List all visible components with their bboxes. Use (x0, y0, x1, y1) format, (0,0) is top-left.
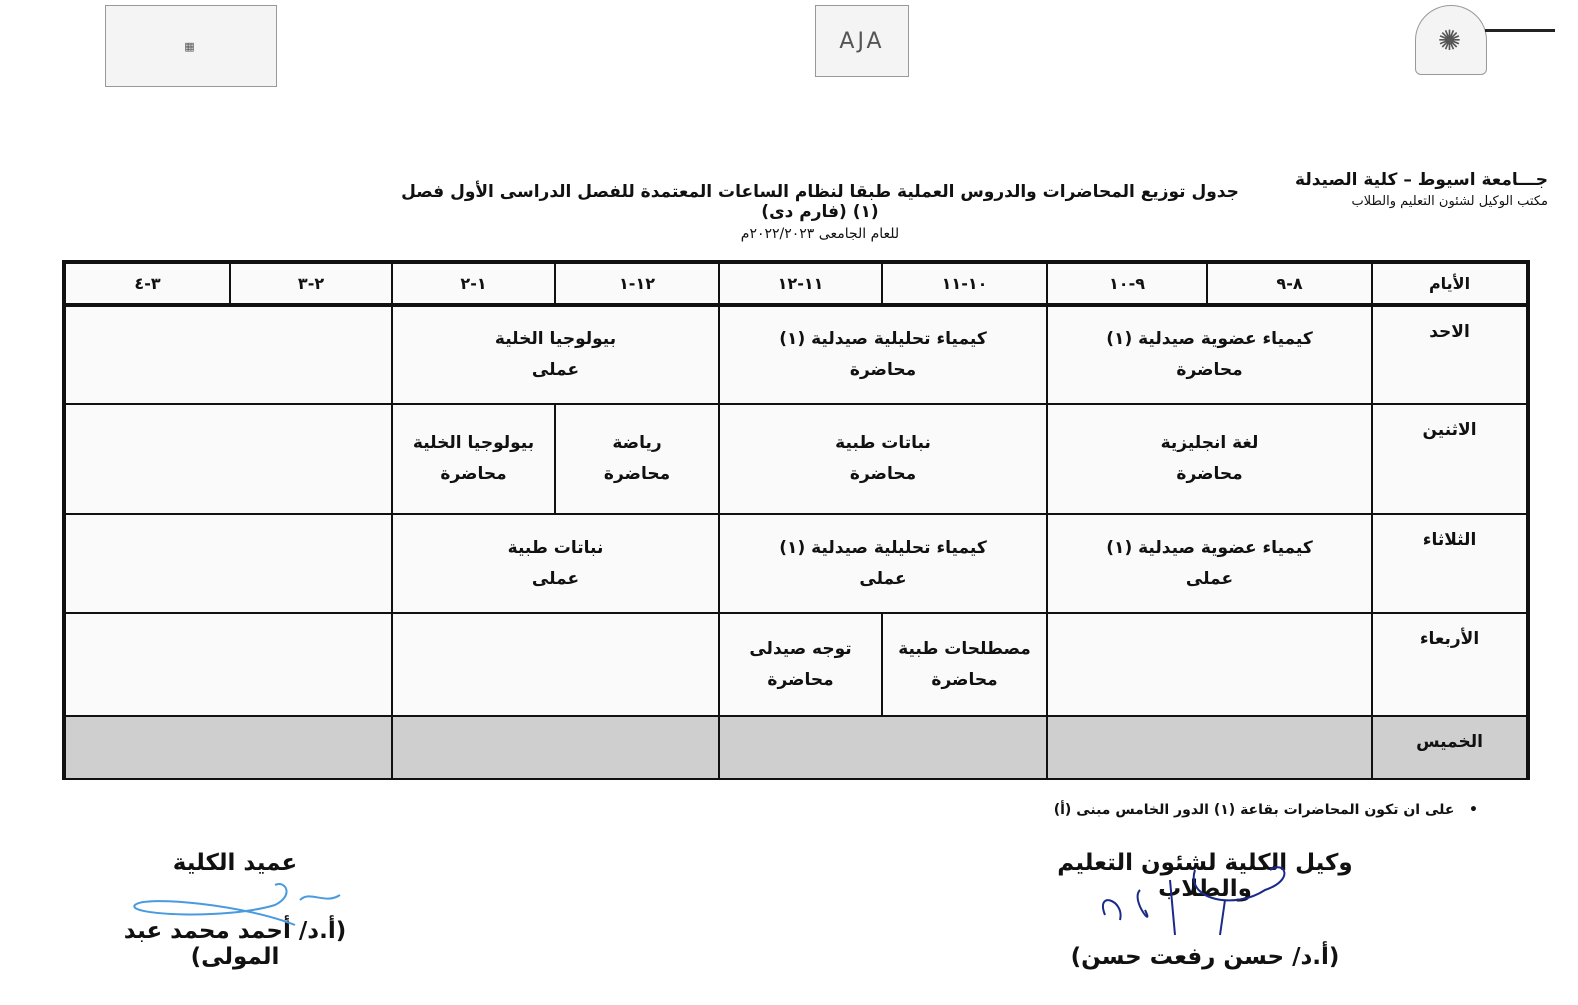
empty-cell (1047, 613, 1372, 716)
note-text: على ان تكون المحاضرات بقاعة (١) الدور ال… (1053, 802, 1455, 818)
course-name: بيولوجيا الخلية (494, 329, 617, 349)
course-name: كيمياء عضوية صيدلية (١) (1106, 329, 1313, 349)
session-type: محاضرة (1176, 464, 1243, 484)
empty-cell (65, 716, 392, 779)
time-column-header: ١-٢ (392, 263, 555, 306)
time-column-header: ١١-١٢ (719, 263, 882, 306)
course-name: نباتات طبية (507, 537, 604, 558)
session-type: عملى (859, 568, 907, 589)
time-column-header: ٩-١٠ (1047, 263, 1207, 306)
day-label: الاحد (1372, 306, 1527, 404)
course-name: بيولوجيا الخلية (412, 433, 535, 453)
empty-cell (392, 613, 719, 716)
class-cell: مصطلحات طبية محاضرة (882, 613, 1047, 716)
document-title: جدول توزيع المحاضرات والدروس العملية طبق… (390, 182, 1250, 242)
time-column-header: ٢-٣ (230, 263, 392, 306)
class-cell: لغة انجليزية محاضرة (1047, 404, 1372, 514)
dean-signature (133, 883, 341, 926)
dean-role: عميد الكلية (172, 850, 298, 876)
university-logo: ✺ (1415, 5, 1487, 75)
empty-cell (65, 404, 392, 514)
class-cell: نباتات طبية عملى (392, 514, 719, 613)
time-column-header: ١٢-١ (555, 263, 719, 306)
vice-dean-signature (1102, 866, 1286, 936)
time-column-header: ١٠-١١ (882, 263, 1047, 306)
vice-dean-signature-block: وكيل الكلية لشئون التعليم والطلاب (أ.د/ … (1015, 850, 1395, 970)
session-type: عملى (1185, 568, 1234, 589)
session-type: محاضرة (1176, 360, 1243, 380)
empty-cell (65, 306, 392, 404)
days-column-header: الأيام (1372, 263, 1527, 306)
faculty-logo-stamp: ▦ (105, 5, 277, 87)
course-name: توجه صيدلى (749, 638, 852, 659)
vice-dean-name: (أ.د/ حسن رفعت حسن) (1070, 944, 1340, 970)
course-name: كيمياء تحليلية صيدلية (١) (779, 537, 987, 558)
time-column-header: ٨-٩ (1207, 263, 1372, 306)
day-label: الاثنين (1372, 404, 1527, 514)
class-cell: بيولوجيا الخلية عملى (392, 306, 719, 404)
scan-mark (1485, 29, 1555, 32)
session-type: عملى (531, 360, 580, 380)
class-cell: نباتات طبية محاضرة (719, 404, 1047, 514)
note: • على ان تكون المحاضرات بقاعة (١) الدور … (1053, 802, 1478, 818)
session-type: محاضرة (440, 464, 507, 484)
course-name: نباتات طبية (835, 433, 931, 453)
title-text: جدول توزيع المحاضرات والدروس العملية طبق… (401, 182, 1239, 222)
empty-cell (719, 716, 1047, 779)
university-name: جـــامعة اسيوط – كلية الصيدلة (1295, 170, 1548, 190)
session-type: محاضرة (603, 464, 671, 484)
class-cell: كيمياء تحليلية صيدلية (١) محاضرة (719, 306, 1047, 404)
time-column-header: ٣-٤ (65, 263, 230, 306)
dean-name: (أ.د/ أحمد محمد عبد المولى) (123, 918, 347, 970)
session-type: محاضرة (849, 464, 917, 484)
class-cell: كيمياء عضوية صيدلية (١) عملى (1047, 514, 1372, 613)
institution-header: جـــامعة اسيوط – كلية الصيدلة مكتب الوكي… (1295, 170, 1548, 209)
session-type: محاضرة (767, 669, 834, 690)
day-label: الخميس (1372, 716, 1527, 779)
course-name: كيمياء تحليلية صيدلية (١) (779, 329, 987, 349)
class-cell: توجه صيدلى محاضرة (719, 613, 882, 716)
empty-cell (1047, 716, 1372, 779)
course-name: رياضة (612, 433, 662, 453)
session-type: عملى (531, 568, 580, 589)
aja-logo: AJA (815, 5, 909, 77)
vice-dean-role: وكيل الكلية لشئون التعليم والطلاب (1057, 850, 1353, 902)
office-name: مكتب الوكيل لشئون التعليم والطلاب (1351, 194, 1548, 209)
empty-cell (65, 613, 392, 716)
session-type: محاضرة (931, 669, 998, 690)
schedule-table: الأيام ٨-٩ ٩-١٠ ١٠-١١ ١١-١٢ ١٢-١ ١-٢ ٢-٣ ٣-٤ الاح… (62, 260, 1530, 780)
empty-cell (65, 514, 392, 613)
day-label: الأربعاء (1372, 613, 1527, 716)
empty-cell (392, 716, 719, 779)
class-cell: كيمياء تحليلية صيدلية (١) عملى (719, 514, 1047, 613)
class-cell: بيولوجيا الخلية محاضرة (392, 404, 555, 514)
class-cell: كيمياء عضوية صيدلية (١) محاضرة (1047, 306, 1372, 404)
dean-signature-block: عميد الكلية (أ.د/ أحمد محمد عبد المولى) (80, 850, 390, 970)
course-name: لغة انجليزية (1160, 433, 1259, 453)
session-type: محاضرة (849, 360, 917, 380)
academic-year: للعام الجامعى ٢٠٢٢/٢٠٢٣م (740, 226, 900, 242)
class-cell: رياضة محاضرة (555, 404, 719, 514)
course-name: كيمياء عضوية صيدلية (١) (1106, 537, 1313, 558)
course-name: مصطلحات طبية (898, 638, 1031, 659)
day-label: الثلاثاء (1372, 514, 1527, 613)
